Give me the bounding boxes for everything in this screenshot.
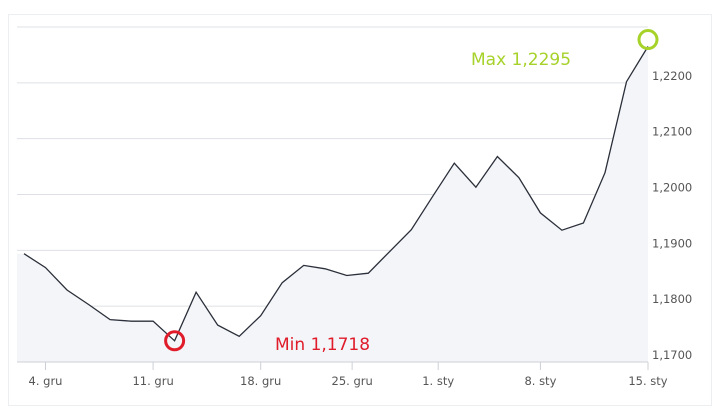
x-tick-label: 4. gru <box>29 374 63 388</box>
x-tick-label: 25. gru <box>332 374 373 388</box>
x-tick-label: 1. sty <box>422 374 454 388</box>
x-tick-label: 18. gru <box>240 374 281 388</box>
min-marker <box>164 330 186 352</box>
y-axis-ticks: 1,1700 1,1800 1,1900 1,2000 1,2100 1,2200 <box>652 69 692 362</box>
chart-frame <box>8 14 712 406</box>
max-marker <box>637 29 659 51</box>
y-tick-label: 1,2200 <box>652 69 692 83</box>
max-label: Max 1,2295 <box>471 50 571 70</box>
x-tick-label: 15. sty <box>628 374 667 388</box>
x-tick-label: 11. gru <box>132 374 173 388</box>
series-line <box>23 46 649 342</box>
x-axis-ticks: 4. gru 11. gru 18. gru 25. gru 1. sty 8. sty 1… <box>17 361 668 388</box>
y-tick-label: 1,1700 <box>652 348 692 362</box>
y-tick-label: 1,1800 <box>652 292 692 306</box>
min-label: Min 1,1718 <box>275 335 370 355</box>
y-tick-label: 1,2000 <box>652 181 692 195</box>
area-fill <box>17 46 648 362</box>
y-tick-label: 1,1900 <box>652 236 692 250</box>
y-tick-label: 1,2100 <box>652 125 692 139</box>
x-tick-label: 8. sty <box>524 374 556 388</box>
